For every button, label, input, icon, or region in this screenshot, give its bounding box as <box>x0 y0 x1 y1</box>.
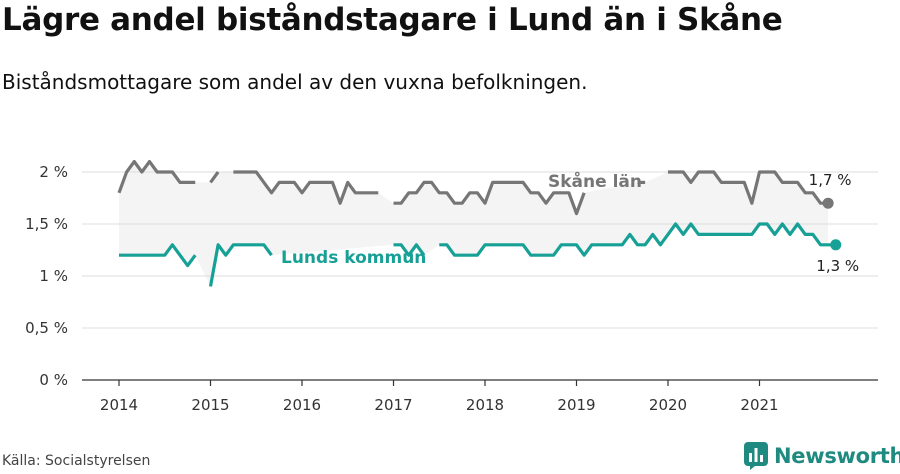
newsworthy-logo-icon <box>744 442 768 470</box>
lund-line <box>208 243 273 287</box>
y-tick-label: 2 % <box>39 163 68 181</box>
x-tick-label: 2017 <box>374 396 412 414</box>
lund-series-label: Lunds kommun <box>281 248 426 268</box>
source-note: Källa: Socialstyrelsen <box>2 453 151 469</box>
skane-line <box>393 180 586 216</box>
skane-series-label: Skåne län <box>548 170 642 192</box>
lund-line <box>393 243 426 257</box>
chart-subtitle: Biståndsmottagare som andel av den vuxna… <box>2 70 588 94</box>
chart-title: Lägre andel biståndstagare i Lund än i S… <box>2 2 783 38</box>
x-tick-label: 2020 <box>649 396 687 414</box>
skane-end-point <box>822 197 834 209</box>
y-tick-label: 1,5 % <box>25 215 68 233</box>
y-tick-label: 1 % <box>39 267 68 285</box>
lund-end-point <box>830 239 842 251</box>
skane-line <box>209 171 220 184</box>
x-tick-label: 2016 <box>283 396 321 414</box>
brand-name: Newsworthy <box>774 444 900 468</box>
x-tick-label: 2019 <box>557 396 595 414</box>
skane-line <box>233 170 379 205</box>
lund-end-label: 1,3 % <box>816 257 859 275</box>
brand-logo: Newsworthy <box>744 442 900 470</box>
y-tick-label: 0 % <box>39 371 68 389</box>
y-tick-label: 0,5 % <box>25 319 68 337</box>
skane-line <box>117 160 196 194</box>
lund-line <box>439 222 836 257</box>
x-tick-label: 2014 <box>100 396 138 414</box>
skane-line <box>668 170 829 205</box>
x-tick-label: 2018 <box>466 396 504 414</box>
x-tick-label: 2021 <box>740 396 778 414</box>
lund-line <box>119 243 197 268</box>
x-tick-label: 2015 <box>191 396 229 414</box>
skane-end-label: 1,7 % <box>809 171 852 189</box>
